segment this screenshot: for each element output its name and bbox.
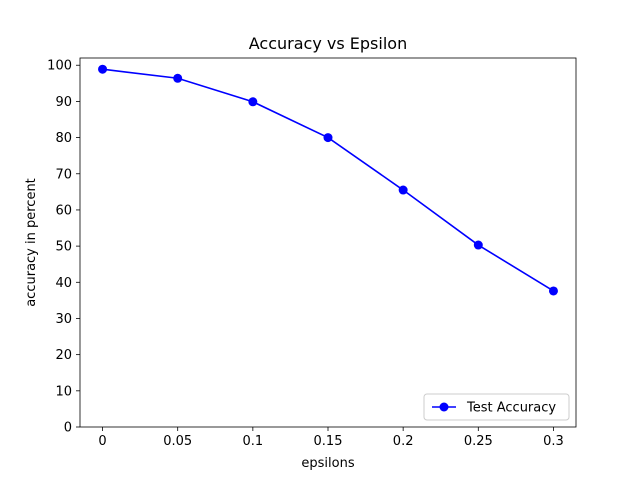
legend-box — [423, 393, 570, 421]
x-tick-label: 0.1 — [243, 434, 264, 449]
data-point — [473, 240, 483, 250]
chart-title: Accuracy vs Epsilon — [249, 34, 407, 53]
y-tick-label: 10 — [55, 384, 72, 399]
legend-label: Test Accuracy — [466, 401, 556, 416]
y-tick-label: 80 — [55, 131, 72, 146]
y-tick-label: 0 — [64, 421, 72, 436]
x-axis-label: epsilons — [301, 456, 354, 471]
x-tick-label: 0.2 — [393, 434, 414, 449]
y-tick-label: 40 — [55, 276, 72, 291]
x-tick-label: 0.15 — [314, 434, 343, 449]
plot-area: 0 0.05 0.1 0.15 0.2 0.25 0.3 0 10 20 30 40 50 60 70 80 9… — [47, 57, 577, 449]
y-tick-label: 30 — [55, 312, 72, 327]
x-tick-label: 0 — [98, 434, 106, 449]
y-tick-label: 90 — [55, 95, 72, 110]
y-tick-label: 50 — [55, 240, 72, 255]
legend: Test Accuracy — [423, 393, 570, 421]
data-point — [323, 133, 333, 143]
data-point — [548, 286, 558, 296]
data-point — [248, 97, 258, 107]
x-tick-label: 0.25 — [464, 434, 493, 449]
data-point — [173, 73, 183, 83]
y-tick-label: 70 — [55, 167, 72, 182]
y-tick-label: 100 — [47, 59, 72, 74]
legend-marker-swatch — [439, 402, 449, 412]
y-tick-label: 20 — [55, 348, 72, 363]
data-point — [98, 64, 108, 74]
data-point — [398, 185, 408, 195]
x-tick-label: 0.3 — [543, 434, 564, 449]
x-tick-label: 0.05 — [163, 434, 192, 449]
axes-frame — [79, 57, 577, 428]
y-axis-label: accuracy in percent — [24, 178, 39, 307]
y-tick-label: 60 — [55, 203, 72, 218]
